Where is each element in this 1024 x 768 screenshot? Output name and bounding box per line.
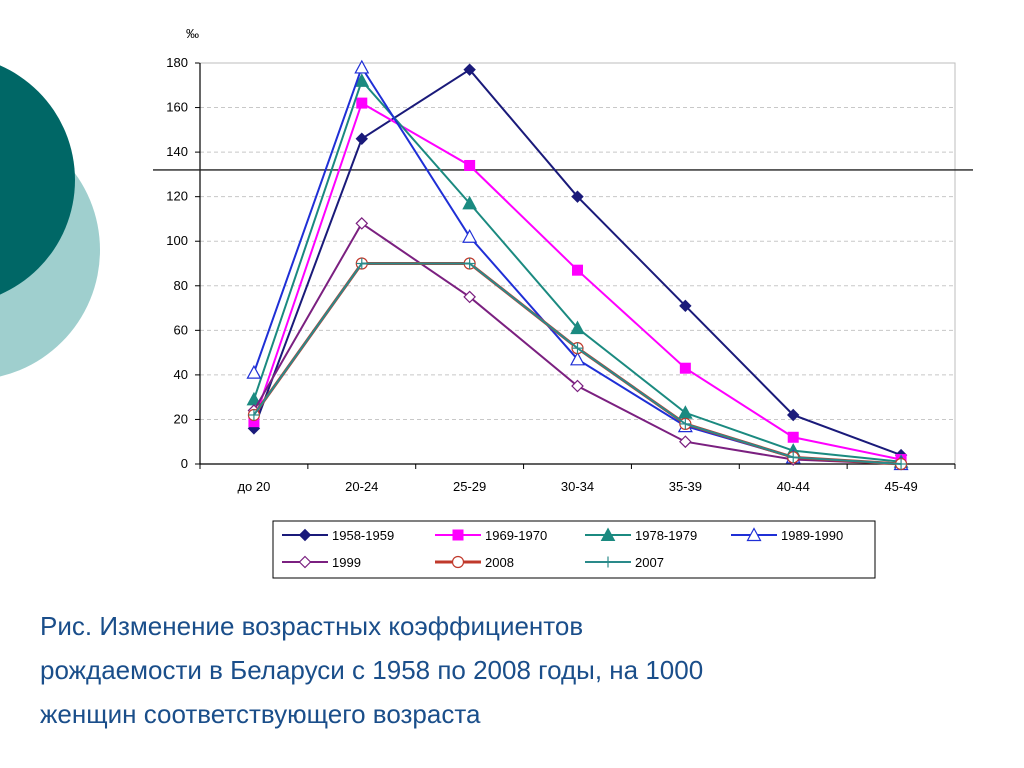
x-tick-label: 25-29 bbox=[453, 479, 486, 494]
data-point-1969-1970 bbox=[464, 159, 476, 171]
chart-axes bbox=[195, 62, 956, 469]
legend-marker-1978-1979 bbox=[600, 527, 616, 541]
y-tick-label: 140 bbox=[166, 144, 188, 159]
data-point-1999 bbox=[679, 435, 692, 449]
data-point-1989-1990 bbox=[462, 229, 478, 243]
y-tick-label: 120 bbox=[166, 189, 188, 204]
series-1969-1970 bbox=[248, 97, 907, 466]
data-point-1989-1990 bbox=[354, 59, 370, 74]
data-point-2007 bbox=[895, 458, 907, 470]
data-point-2007 bbox=[572, 342, 583, 354]
data-point-1978-1979 bbox=[354, 73, 370, 87]
legend-item-1958-1959: 1958-1959 bbox=[282, 528, 394, 543]
caption-line-1: Рис. Изменение возрастных коэффициентов bbox=[40, 611, 584, 641]
data-point-1999 bbox=[463, 290, 476, 304]
legend-item-1999: 1999 bbox=[282, 555, 361, 570]
data-point-1969-1970 bbox=[787, 431, 799, 443]
x-tick-label: 35-39 bbox=[669, 479, 702, 494]
y-tick-label: 160 bbox=[166, 100, 188, 115]
y-tick-label: 0 bbox=[181, 456, 188, 471]
data-point-1969-1970 bbox=[356, 97, 368, 109]
x-tick-label: 30-34 bbox=[561, 479, 594, 494]
data-point-1969-1970 bbox=[248, 416, 260, 428]
legend-marker-2008 bbox=[451, 555, 465, 569]
legend-marker-1989-1990 bbox=[746, 527, 762, 542]
legend-item-2008: 2008 bbox=[435, 555, 514, 570]
legend-label-1989-1990: 1989-1990 bbox=[781, 528, 843, 543]
x-tick-label: 20-24 bbox=[345, 479, 378, 494]
data-point-1958-1959 bbox=[463, 63, 476, 76]
y-tick-label: 60 bbox=[174, 322, 188, 337]
y-unit-label: ‰ bbox=[186, 26, 199, 41]
x-tick-label: до 20 bbox=[237, 479, 270, 494]
data-point-1958-1959 bbox=[571, 190, 584, 203]
legend-label-2007: 2007 bbox=[635, 555, 664, 570]
data-point-1989-1990 bbox=[246, 364, 262, 379]
data-point-2007 bbox=[787, 451, 799, 463]
data-point-1958-1959 bbox=[679, 299, 692, 313]
y-tick-label: 20 bbox=[174, 411, 188, 426]
x-tick-label: 40-44 bbox=[777, 479, 810, 494]
y-tick-label: 80 bbox=[174, 278, 188, 293]
x-tick-labels: до 20 20-24 25-29 30-34 35-39 40-44 45-49 bbox=[237, 479, 917, 494]
legend: 1958-1959 1969-1970 1978-1979 1989-1990 1999… bbox=[272, 520, 876, 579]
deco-circle-dark bbox=[0, 65, 75, 295]
data-point-2007 bbox=[679, 418, 691, 430]
data-point-1989-1990 bbox=[569, 351, 586, 366]
chart-grid bbox=[200, 62, 955, 420]
data-point-2007 bbox=[356, 258, 368, 269]
legend-label-1999: 1999 bbox=[332, 555, 361, 570]
legend-label-1969-1970: 1969-1970 bbox=[485, 528, 547, 543]
caption-line-3: женщин соответствующего возраста bbox=[40, 699, 481, 729]
y-tick-label: 100 bbox=[166, 233, 188, 248]
data-point-2007 bbox=[464, 258, 476, 269]
data-point-1958-1959 bbox=[355, 132, 368, 145]
legend-item-1989-1990: 1989-1990 bbox=[731, 527, 843, 543]
legend-box bbox=[272, 520, 876, 579]
series-2007 bbox=[248, 258, 907, 470]
legend-label-2008: 2008 bbox=[485, 555, 514, 570]
data-point-1969-1970 bbox=[572, 264, 583, 276]
legend-marker-1958-1959 bbox=[298, 528, 312, 542]
series-line-1969-1970 bbox=[252, 101, 902, 461]
y-tick-label: 40 bbox=[174, 367, 188, 382]
fertility-line-chart: 0 20 40 60 80 100 120 140 160 180 до 20 20-24 25-29… bbox=[153, 26, 973, 579]
series-group bbox=[246, 59, 909, 471]
data-point-1978-1979 bbox=[462, 195, 477, 210]
figure-caption: Рис. Изменение возрастных коэффициентов … bbox=[40, 604, 940, 736]
plot-area-border bbox=[199, 62, 956, 465]
data-point-2007 bbox=[248, 409, 260, 421]
caption-line-2: рождаемости в Беларуси с 1958 по 2008 го… bbox=[40, 655, 704, 685]
legend-marker-1999 bbox=[298, 555, 312, 569]
x-tick-label: 45-49 bbox=[884, 479, 917, 494]
legend-label-1978-1979: 1978-1979 bbox=[635, 528, 697, 543]
legend-item-1978-1979: 1978-1979 bbox=[585, 527, 697, 543]
data-point-1969-1970 bbox=[679, 362, 691, 374]
data-point-1978-1979 bbox=[570, 320, 585, 335]
data-point-1999 bbox=[355, 217, 369, 230]
decorative-circles bbox=[0, 65, 100, 377]
y-tick-labels: 0 20 40 60 80 100 120 140 160 180 bbox=[166, 55, 188, 471]
legend-item-2007: 2007 bbox=[585, 555, 664, 570]
series-line-1958-1959 bbox=[252, 68, 902, 457]
data-point-1958-1959 bbox=[787, 408, 800, 422]
y-tick-label: 180 bbox=[166, 55, 188, 70]
legend-item-1969-1970: 1969-1970 bbox=[435, 528, 547, 543]
legend-marker-1969-1970 bbox=[452, 529, 464, 541]
legend-marker-2007 bbox=[602, 556, 614, 568]
legend-label-1958-1959: 1958-1959 bbox=[332, 528, 394, 543]
data-point-1999 bbox=[571, 379, 584, 393]
